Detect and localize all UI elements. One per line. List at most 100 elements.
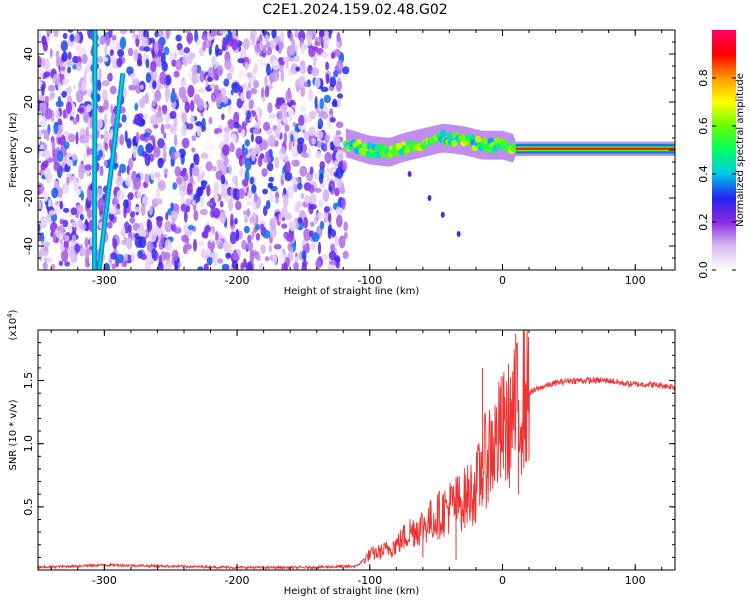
- heatmap-cell: [57, 150, 64, 163]
- heatmap-cell: [284, 171, 293, 182]
- heatmap-cell: [253, 127, 260, 135]
- heatmap-cell: [110, 104, 114, 114]
- snr-series-line: [38, 330, 675, 570]
- heatmap-cell: [115, 175, 124, 187]
- heatmap-cell: [306, 37, 313, 47]
- heatmap-cell: [316, 212, 324, 220]
- heatmap-cell: [100, 134, 104, 140]
- heatmap-cell: [73, 84, 76, 91]
- heatmap-cell: [121, 225, 126, 237]
- heatmap-track-cell: [393, 149, 400, 157]
- heatmap-cell: [82, 153, 87, 163]
- heatmap-cell: [265, 151, 270, 158]
- heatmap-cell: [308, 45, 316, 58]
- heatmap-cell: [221, 113, 225, 121]
- heatmap-cell: [208, 117, 213, 125]
- heatmap-cell: [229, 142, 235, 153]
- heatmap-cell: [212, 165, 217, 172]
- heatmap-cell: [62, 41, 68, 52]
- heatmap-streak-core: [93, 30, 97, 270]
- heatmap-cell: [244, 147, 248, 156]
- heatmap-cell: [241, 128, 246, 138]
- colorbar-tick-label: 0.2: [697, 213, 710, 231]
- heatmap-cell: [127, 192, 134, 201]
- heatmap-cell: [114, 208, 121, 215]
- heatmap-cell: [262, 205, 268, 217]
- heatmap-cell: [119, 30, 128, 35]
- heatmap-cell: [108, 30, 113, 38]
- heatmap-cell: [112, 238, 118, 250]
- heatmap-cell: [328, 260, 337, 265]
- heatmap-cell: [314, 41, 321, 47]
- heatmap-cell: [328, 212, 332, 223]
- heatmap-cell: [238, 68, 245, 80]
- heatmap-cell: [77, 107, 85, 113]
- heatmap-cell: [126, 66, 134, 75]
- heatmap-cell: [125, 176, 133, 187]
- heatmap-cell: [133, 49, 139, 62]
- heatmap-x-tick-label: -300: [92, 274, 117, 287]
- heatmap-cell: [315, 130, 324, 140]
- heatmap-cell: [272, 60, 280, 72]
- heatmap-cell: [324, 212, 329, 223]
- heatmap-cell: [145, 143, 154, 154]
- heatmap-cell: [326, 151, 330, 165]
- heatmap-cell: [66, 60, 74, 67]
- snr-x-tick-label: -200: [225, 574, 250, 587]
- heatmap-cell: [178, 49, 185, 56]
- heatmap-cell: [308, 88, 314, 102]
- heatmap-cell: [199, 208, 208, 216]
- heatmap-cell: [116, 189, 125, 201]
- heatmap-cell: [203, 263, 209, 270]
- heatmap-cell: [152, 80, 157, 90]
- heatmap-cell: [289, 220, 296, 232]
- heatmap-cell: [268, 190, 274, 202]
- heatmap-cell: [179, 170, 187, 177]
- heatmap-cell: [230, 89, 234, 96]
- heatmap-cell: [277, 121, 282, 134]
- heatmap-cell: [301, 250, 307, 260]
- heatmap-cell: [169, 110, 177, 119]
- heatmap-cell: [160, 123, 165, 135]
- heatmap-cell: [144, 153, 151, 166]
- heatmap-cell: [293, 262, 299, 270]
- heatmap-cell: [332, 98, 338, 107]
- heatmap-cell: [67, 85, 72, 95]
- heatmap-cell: [173, 115, 178, 129]
- heatmap-cell: [189, 174, 194, 185]
- heatmap-cell: [164, 123, 171, 130]
- heatmap-cell: [170, 126, 176, 132]
- heatmap-cell: [226, 72, 233, 81]
- heatmap-cell: [66, 176, 70, 186]
- heatmap-cell: [126, 165, 130, 175]
- heatmap-cell: [258, 262, 265, 270]
- heatmap-cell: [256, 254, 261, 262]
- heatmap-cell: [303, 182, 312, 191]
- heatmap-cell: [279, 153, 286, 161]
- heatmap-cell: [209, 83, 215, 89]
- heatmap-cell: [264, 34, 270, 43]
- heatmap-cell: [290, 63, 299, 75]
- heatmap-cell: [328, 185, 333, 192]
- heatmap-cell: [39, 101, 47, 114]
- heatmap-cell: [296, 200, 303, 209]
- heatmap-cell: [278, 213, 282, 223]
- heatmap-cell: [291, 159, 300, 167]
- heatmap-cell: [218, 164, 225, 171]
- heatmap-cell: [310, 242, 316, 250]
- heatmap-cell: [175, 58, 183, 71]
- heatmap-cell: [300, 86, 306, 97]
- heatmap-cell: [164, 239, 172, 252]
- heatmap-cell: [191, 72, 198, 85]
- heatmap-cell: [342, 250, 349, 260]
- heatmap-cell: [328, 32, 332, 39]
- heatmap-y-tick-label: -20: [22, 189, 35, 207]
- heatmap-cell: [106, 73, 113, 81]
- heatmap-cell: [267, 102, 273, 114]
- heatmap-cell: [178, 86, 187, 99]
- heatmap-cell: [96, 118, 104, 129]
- heatmap-cell: [295, 43, 299, 54]
- heatmap-cell: [51, 91, 56, 99]
- heatmap-cell: [164, 113, 171, 124]
- heatmap-track-cell: [451, 140, 458, 147]
